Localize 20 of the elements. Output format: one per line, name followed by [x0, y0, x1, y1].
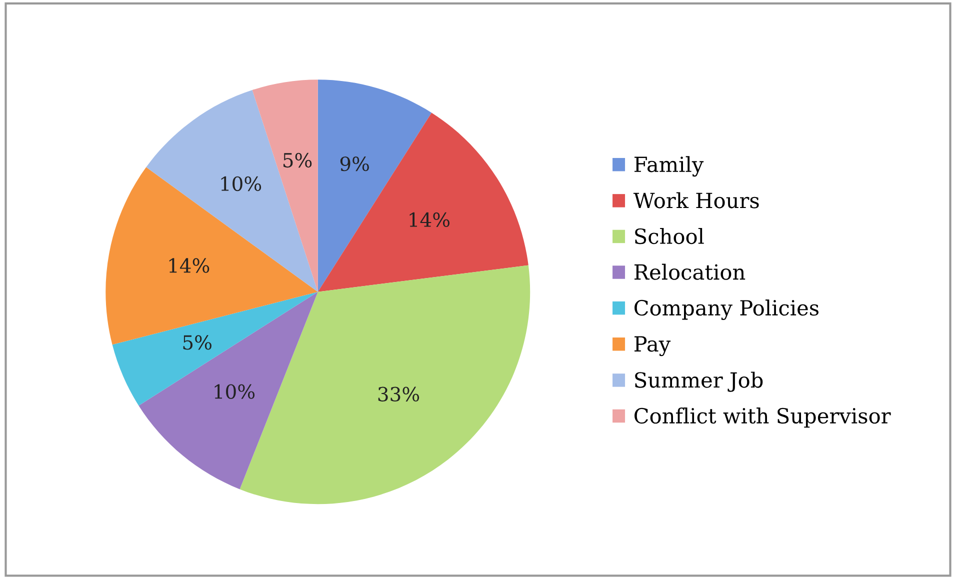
legend-label: Company Policies	[634, 300, 818, 320]
data-label: 5%	[284, 152, 312, 168]
data-label: 10%	[214, 384, 255, 399]
pie-slice	[318, 112, 528, 292]
pie-slice	[138, 292, 318, 490]
data-label: 5%	[183, 335, 212, 350]
data-label: 14%	[169, 258, 210, 273]
pie-slice	[112, 292, 318, 406]
legend-label: Family	[634, 156, 704, 177]
data-label: 14%	[410, 212, 450, 228]
pie-slice	[146, 90, 318, 292]
legend-label: Pay	[634, 336, 671, 356]
legend-label: Work Hours	[633, 192, 759, 208]
legend-label: Conflict with Supervisor	[634, 408, 891, 428]
data-label: 10%	[221, 176, 262, 192]
legend-label: Relocation	[634, 264, 746, 280]
legend-label: School	[635, 228, 704, 244]
data-label: 33%	[378, 386, 420, 402]
data-label: 9%	[340, 156, 369, 172]
legend-label: Summer Job	[635, 372, 763, 392]
